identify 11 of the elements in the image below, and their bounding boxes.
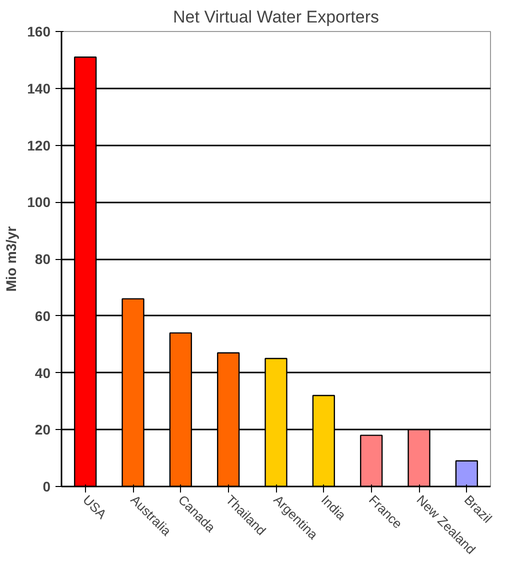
y-tick-label: 100 [27,194,51,210]
y-tick-label: 160 [27,24,51,40]
y-tick-label: 120 [27,137,51,154]
y-tick-label: 80 [34,251,51,267]
y-axis-title: Mio m3/yr [3,226,20,292]
y-tick-label: 20 [34,422,51,438]
y-tick-label: 60 [34,308,51,324]
chart-title: Net Virtual Water Exporters [173,8,379,26]
y-tick-label: 0 [42,478,51,494]
y-tick-label: 40 [34,364,51,381]
y-tick-label: 140 [27,80,51,96]
